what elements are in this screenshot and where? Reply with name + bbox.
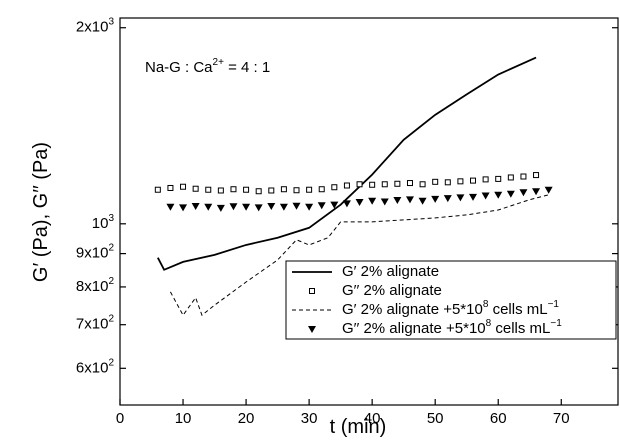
data-point bbox=[166, 203, 175, 211]
data-point bbox=[356, 181, 363, 188]
x-tick-label: 50 bbox=[427, 410, 444, 427]
series-line bbox=[169, 194, 549, 317]
x-tick-label: 0 bbox=[116, 410, 124, 427]
legend-swatch bbox=[308, 326, 316, 333]
data-point bbox=[406, 180, 413, 187]
data-point bbox=[318, 186, 325, 193]
data-point bbox=[457, 178, 464, 185]
data-point bbox=[443, 195, 452, 203]
data-point bbox=[179, 204, 188, 212]
data-point bbox=[456, 194, 465, 202]
data-point bbox=[267, 202, 276, 210]
y-tick-label: 2x103 bbox=[76, 17, 115, 36]
data-point bbox=[230, 186, 237, 193]
data-point bbox=[180, 183, 187, 190]
data-point bbox=[305, 203, 314, 211]
data-point bbox=[204, 203, 213, 211]
data-point bbox=[533, 172, 540, 179]
data-point bbox=[191, 202, 200, 210]
data-point bbox=[419, 181, 426, 188]
plot-frame bbox=[119, 17, 619, 406]
data-point bbox=[154, 186, 161, 193]
data-point bbox=[342, 200, 351, 208]
legend-label: G′ 2% alignate bbox=[342, 263, 439, 280]
data-point bbox=[381, 181, 388, 188]
data-point bbox=[520, 173, 527, 180]
x-tick-label: 60 bbox=[490, 410, 507, 427]
y-tick-label: 103 bbox=[92, 213, 115, 232]
data-point bbox=[205, 186, 212, 193]
annotation: Na-G : Ca2+ = 4 : 1 bbox=[145, 57, 270, 76]
data-point bbox=[243, 186, 250, 193]
data-point bbox=[431, 195, 440, 203]
data-point bbox=[167, 184, 174, 191]
data-point bbox=[255, 188, 262, 195]
data-point bbox=[279, 203, 288, 211]
x-axis-label: t (min) bbox=[330, 416, 387, 438]
y-tick-label: 7x102 bbox=[76, 314, 115, 333]
data-point bbox=[494, 191, 503, 199]
data-point bbox=[317, 202, 326, 210]
data-point bbox=[331, 184, 338, 191]
legend-label: G′ 2% alignate +5*108 cells mL−1 bbox=[342, 299, 559, 318]
data-point bbox=[444, 179, 451, 186]
data-point bbox=[268, 187, 275, 194]
data-point bbox=[242, 203, 251, 211]
data-point bbox=[254, 204, 263, 212]
y-tick-label: 6x102 bbox=[76, 357, 115, 376]
x-tick-label: 30 bbox=[301, 410, 318, 427]
data-point bbox=[216, 204, 225, 212]
data-point bbox=[507, 174, 514, 181]
data-point bbox=[229, 203, 238, 211]
data-point bbox=[192, 185, 199, 192]
data-point bbox=[217, 187, 224, 194]
x-tick-label: 70 bbox=[553, 410, 570, 427]
data-point bbox=[293, 187, 300, 194]
legend-swatch bbox=[309, 288, 315, 294]
y-axis-label: G′ (Pa), G′′ (Pa) bbox=[30, 142, 52, 282]
legend-label: G′′ 2% alignate bbox=[342, 282, 442, 299]
x-tick-label: 40 bbox=[364, 410, 381, 427]
data-point bbox=[393, 196, 402, 204]
y-tick-label: 8x102 bbox=[76, 276, 115, 295]
data-point bbox=[418, 197, 427, 205]
y-tick-label: 9x102 bbox=[76, 243, 115, 262]
data-point bbox=[495, 175, 502, 182]
data-point bbox=[481, 192, 490, 200]
x-tick-label: 20 bbox=[238, 410, 255, 427]
data-point bbox=[280, 186, 287, 193]
legend-label: G′′ 2% alignate +5*108 cells mL−1 bbox=[342, 318, 562, 337]
data-point bbox=[432, 178, 439, 185]
legend-box bbox=[285, 260, 617, 340]
data-point bbox=[369, 181, 376, 188]
data-point bbox=[470, 177, 477, 184]
data-point bbox=[469, 193, 478, 201]
data-point bbox=[306, 186, 313, 193]
data-point bbox=[519, 189, 528, 197]
data-point bbox=[405, 196, 414, 204]
data-point bbox=[482, 176, 489, 183]
data-point bbox=[343, 182, 350, 189]
data-point bbox=[506, 190, 515, 198]
data-point bbox=[330, 201, 339, 209]
x-tick-label: 10 bbox=[175, 410, 192, 427]
data-point bbox=[380, 198, 389, 206]
data-point bbox=[394, 180, 401, 187]
series-line bbox=[157, 56, 537, 271]
data-point bbox=[544, 186, 553, 194]
data-point bbox=[292, 202, 301, 210]
data-point bbox=[355, 199, 364, 207]
data-point bbox=[532, 188, 541, 196]
data-point bbox=[368, 197, 377, 205]
